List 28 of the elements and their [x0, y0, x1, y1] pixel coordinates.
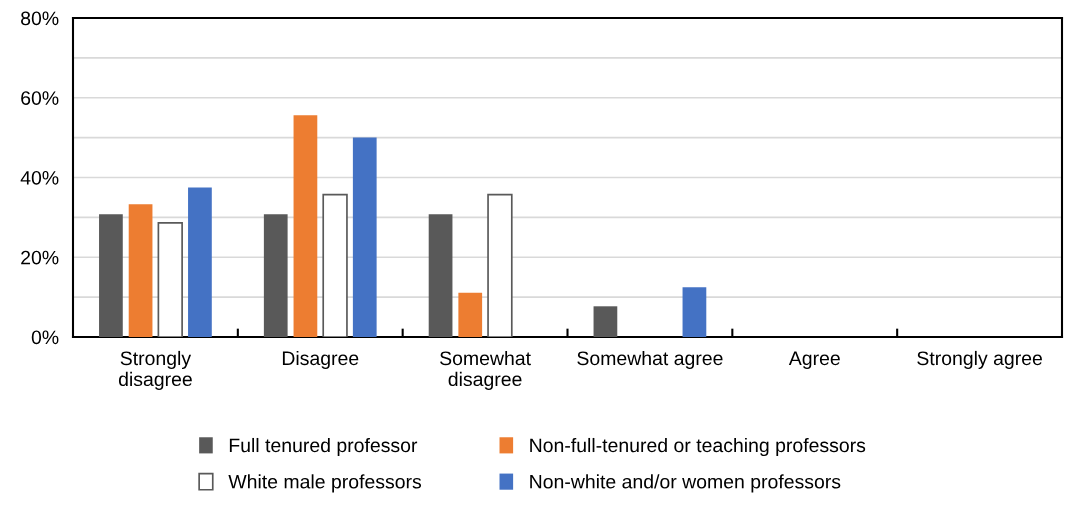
y-tick-label: 60%	[21, 91, 59, 105]
bar	[99, 214, 123, 337]
bar	[682, 287, 707, 337]
bar	[157, 222, 183, 337]
x-tick-label: Somewhat disagree	[440, 350, 531, 390]
bar	[352, 137, 377, 337]
legend-label: Full tenured professor	[229, 437, 418, 457]
bar	[263, 214, 288, 337]
bar	[188, 187, 212, 337]
bar	[487, 193, 513, 337]
y-tick-label: 0%	[31, 330, 59, 345]
bar	[293, 115, 318, 337]
legend-label: White male professors	[228, 474, 422, 493]
bar	[458, 292, 483, 337]
y-tick-label: 80%	[21, 11, 59, 26]
legend-label: Non-full-tenured or teaching professors	[530, 437, 866, 457]
y-tick-label: 40%	[20, 170, 59, 185]
x-tick-label: Somewhat agree	[577, 350, 723, 370]
bar	[593, 306, 618, 337]
x-tick-label: Strongly disagree	[118, 350, 192, 390]
bar	[428, 214, 453, 337]
x-tick-label: Agree	[788, 351, 840, 370]
x-tick-label: Strongly agree	[917, 350, 1042, 370]
legend-label: Non-white and/or women professors	[530, 474, 841, 493]
y-tick-label: 20%	[21, 250, 59, 265]
bar	[322, 193, 348, 337]
x-tick-label: Disagree	[282, 350, 359, 370]
bar	[128, 204, 153, 337]
